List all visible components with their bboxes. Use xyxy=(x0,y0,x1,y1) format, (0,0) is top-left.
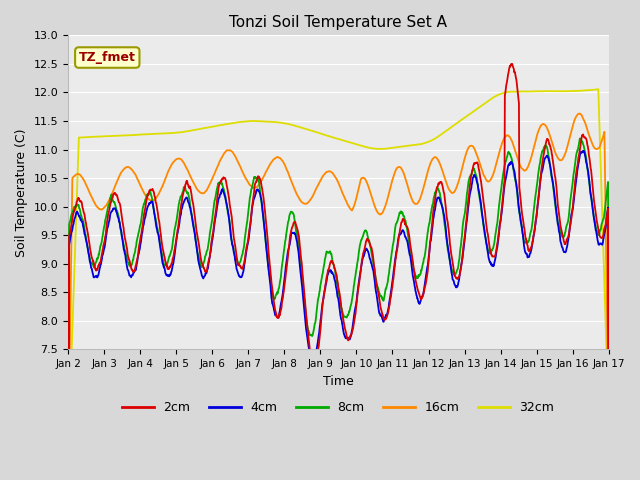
Text: TZ_fmet: TZ_fmet xyxy=(79,51,136,64)
Legend: 2cm, 4cm, 8cm, 16cm, 32cm: 2cm, 4cm, 8cm, 16cm, 32cm xyxy=(117,396,559,420)
Y-axis label: Soil Temperature (C): Soil Temperature (C) xyxy=(15,128,28,257)
Title: Tonzi Soil Temperature Set A: Tonzi Soil Temperature Set A xyxy=(229,15,447,30)
X-axis label: Time: Time xyxy=(323,374,354,387)
